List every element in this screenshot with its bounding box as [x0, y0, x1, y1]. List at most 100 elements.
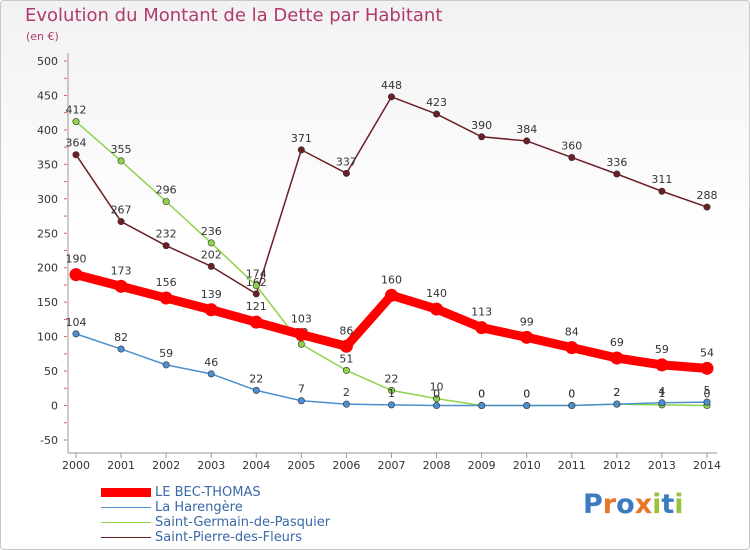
data-point [207, 239, 215, 247]
x-tick-label: 2008 [423, 459, 451, 472]
data-label: 232 [156, 228, 177, 241]
logo-letter: r [602, 489, 617, 520]
data-label: 0 [478, 388, 485, 401]
data-point [297, 146, 305, 154]
series-le-bec-thomas: 190 173 156 139 121 103 86 160 140 113 99 84 69 59 54 [66, 253, 714, 375]
data-label: 202 [201, 248, 222, 261]
logo-letter: o [616, 489, 635, 520]
data-label: 104 [66, 316, 87, 329]
data-point [294, 328, 308, 342]
x-tick-label: 2009 [468, 459, 496, 472]
data-point [703, 203, 711, 211]
legend-swatch [101, 536, 151, 539]
data-label: 371 [291, 132, 312, 145]
y-tick-label: 100 [37, 331, 58, 344]
data-label: 4 [658, 385, 665, 398]
data-point [610, 351, 624, 365]
series-saint-pierre-des-fleurs: 3642672322021623713374484233903843603363… [66, 79, 718, 298]
chart-title: Evolution du Montant de la Dette par Hab… [25, 5, 443, 26]
logo-letter: x [634, 489, 653, 520]
logo-letter: t [661, 489, 675, 520]
y-tick-label: 200 [37, 262, 58, 275]
data-point [72, 330, 80, 338]
data-point [433, 402, 441, 410]
x-tick-label: 2014 [693, 459, 721, 472]
y-tick-label: 50 [44, 365, 58, 378]
data-label: 69 [610, 336, 624, 349]
data-label: 82 [114, 331, 128, 344]
data-label: 121 [246, 300, 267, 313]
x-tick-label: 2011 [558, 459, 586, 472]
data-point [658, 187, 666, 195]
data-label: 0 [433, 388, 440, 401]
data-point [658, 399, 666, 407]
data-label: 103 [291, 313, 312, 326]
data-point [430, 302, 444, 316]
data-label: 113 [471, 306, 492, 319]
data-label: 337 [336, 155, 357, 168]
logo-letter: i [674, 489, 684, 520]
data-label: 99 [520, 315, 534, 328]
y-tick-label: 0 [51, 400, 58, 413]
data-point [207, 370, 215, 378]
data-label: 46 [204, 356, 218, 369]
data-point [162, 198, 170, 206]
data-label: 364 [66, 137, 87, 150]
data-label: 2 [343, 386, 350, 399]
data-label: 173 [111, 264, 132, 277]
proxiti-logo: Proxiti [583, 489, 684, 520]
data-point [252, 282, 260, 290]
data-point [700, 361, 714, 375]
x-tick-label: 2006 [332, 459, 360, 472]
logo-letter: i [652, 489, 662, 520]
data-point [478, 402, 486, 410]
y-tick-label: -50 [40, 434, 58, 447]
data-point [433, 110, 441, 118]
legend-label: Saint-Germain-de-Pasquier [155, 515, 331, 530]
data-label: 5 [704, 384, 711, 397]
data-label: 311 [651, 173, 672, 186]
data-point [252, 290, 260, 298]
data-label: 1 [658, 387, 665, 400]
data-point [204, 303, 218, 317]
x-tick-label: 2013 [648, 459, 676, 472]
data-point [72, 118, 80, 126]
data-label: 10 [430, 381, 444, 394]
x-tick-label: 2001 [107, 459, 135, 472]
data-point [478, 133, 486, 141]
data-label: 0 [568, 388, 575, 401]
data-point [342, 169, 350, 177]
data-point [117, 157, 125, 165]
data-point [342, 400, 350, 408]
data-point [613, 400, 621, 408]
data-label: 160 [381, 273, 402, 286]
data-label: 139 [201, 288, 222, 301]
x-tick-label: 2000 [62, 459, 90, 472]
data-point [162, 361, 170, 369]
x-tick-label: 2003 [197, 459, 225, 472]
data-label: 156 [156, 276, 177, 289]
y-tick-label: 400 [37, 124, 58, 137]
data-label: 0 [523, 388, 530, 401]
data-point [568, 153, 576, 161]
data-label: 51 [339, 352, 353, 365]
legend-label: Saint-Pierre-des-Fleurs [155, 530, 303, 545]
data-point [162, 242, 170, 250]
data-label: 288 [697, 189, 718, 202]
data-point [387, 93, 395, 101]
data-label: 54 [700, 346, 714, 359]
y-tick-label: 300 [37, 193, 58, 206]
data-point [207, 262, 215, 270]
data-label: 0 [568, 388, 575, 401]
data-point [297, 340, 305, 348]
data-point [69, 268, 83, 282]
y-tick-label: 450 [37, 89, 58, 102]
logo-letter: P [583, 489, 603, 520]
data-label: 59 [159, 347, 173, 360]
data-point [159, 291, 173, 305]
data-label: 448 [381, 79, 402, 92]
x-tick-label: 2010 [513, 459, 541, 472]
x-tick-label: 2005 [287, 459, 315, 472]
